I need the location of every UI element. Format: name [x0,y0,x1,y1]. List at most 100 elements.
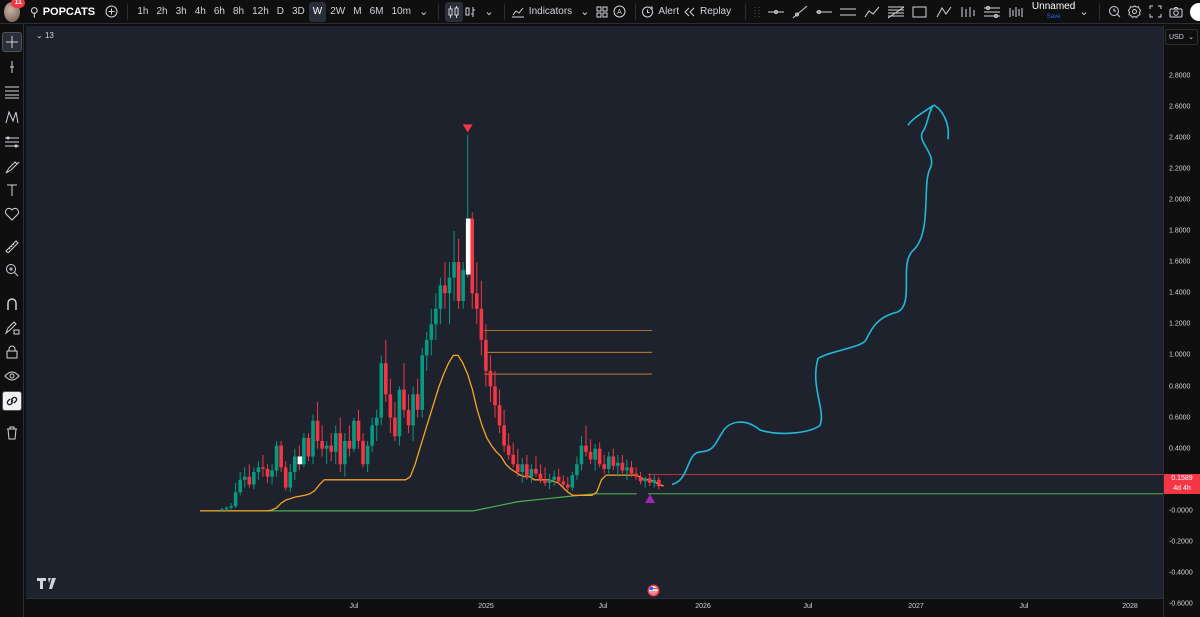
candle-body [625,467,629,471]
alert-icon [641,2,654,22]
candle-body [515,464,520,473]
interval-w[interactable]: W [308,1,327,22]
interval-1h[interactable]: 1h [137,5,149,17]
symbol-name: POPCATS [42,5,96,18]
horizontal-ray-button[interactable] [812,2,836,22]
drag-handle-button[interactable] [752,2,764,22]
candle-body [511,454,515,465]
orange-moving-average [200,354,664,512]
trend-line-button[interactable] [788,2,812,22]
parallel-lines-icon [839,8,856,15]
bars-pattern-button[interactable] [1004,2,1028,22]
interval-d[interactable]: D [276,5,284,17]
legend-toggle[interactable]: ⌄ 13 [36,31,54,40]
hide-tool[interactable] [2,366,22,386]
bar-type-button[interactable] [463,2,480,22]
left-drawing-toolbar [0,24,24,617]
chart-pane[interactable] [26,26,1163,598]
candle-body [388,394,393,418]
interval-3d[interactable]: 3D [292,5,305,17]
candle-body [384,363,388,395]
candle-body [506,445,511,455]
magnet-tool[interactable] [2,294,22,314]
interval-2h[interactable]: 2h [156,5,168,17]
abc-pattern-button[interactable] [932,2,956,22]
stay-drawing-tool[interactable] [2,318,22,338]
measure-tool[interactable] [2,236,22,256]
candle-body [224,507,229,510]
compare-symbol-button[interactable] [103,2,120,22]
prediction-tool[interactable] [2,132,22,152]
alarm-clock-icon [642,6,654,18]
divider [1098,3,1100,20]
candle-body [438,285,443,309]
candle-body [643,478,647,482]
crosshair-tool[interactable] [2,32,22,52]
chart-type-dropdown[interactable]: ⌄ [480,2,497,22]
divider [503,3,505,20]
publish-button[interactable] [1190,2,1200,21]
alert-button[interactable]: Alert [658,5,679,17]
rectangle-button[interactable] [908,2,932,22]
time-axis[interactable]: Jul 2025 Jul 2026 Jul 2027 Jul 2028 [26,598,1163,617]
time-tick-label: Jul [1019,603,1029,610]
interval-6h[interactable]: 6h [213,5,225,17]
lock-icon [6,345,18,359]
brush-tool[interactable] [2,157,22,177]
sync-drawings-tool[interactable] [2,391,22,411]
price-tick-label: -0.0000 [1169,507,1193,515]
horizontal-line-button[interactable] [764,2,788,22]
price-tick-label: 1.4000 [1169,289,1191,297]
divider [745,3,746,20]
indicators-dropdown[interactable]: ⌄ [576,2,593,22]
candle-body [311,420,315,457]
interval-10m[interactable]: 10m [391,5,411,17]
economic-event-flag-icon[interactable] [647,584,660,600]
path-button[interactable] [860,2,884,22]
icons-tool[interactable] [2,204,22,224]
currency-selector[interactable]: USD ⌄ [1165,29,1198,45]
interval-12h[interactable]: 12h [252,5,269,17]
fullscreen-button[interactable] [1147,2,1164,22]
interval-6m[interactable]: 6M [369,5,384,17]
interval-4h[interactable]: 4h [194,5,206,17]
interval-m[interactable]: M [353,5,362,17]
chart-type-candles-button[interactable] [445,1,463,22]
price-tick-label: 1.2000 [1169,320,1191,328]
zoom-tool[interactable] [2,260,22,280]
replay-button[interactable]: Replay [699,5,732,17]
long-position-button[interactable] [956,2,980,22]
layouts-button[interactable] [594,2,611,22]
layout-dropdown[interactable]: ⌄ [1075,2,1092,22]
interval-8h[interactable]: 8h [232,5,245,17]
candle-body [415,394,420,410]
price-axis[interactable] [1163,26,1200,617]
avatar[interactable]: 11 [4,0,25,22]
camera-icon [1169,6,1183,17]
interval-dropdown[interactable]: ⌄ [415,2,432,22]
layout-name-button[interactable]: Unnamed Save [1032,1,1075,22]
pattern-tool[interactable] [2,107,22,127]
interval-2w[interactable]: 2W [330,5,346,17]
quick-search-button[interactable] [1106,2,1123,22]
candle-body [616,462,620,466]
remove-drawings-tool[interactable] [2,423,22,443]
settings-button[interactable] [1126,2,1143,22]
candle-body [352,420,356,449]
lock-tool[interactable] [2,342,22,362]
fib-extension-button[interactable] [980,2,1004,22]
fib-channel-button[interactable] [884,2,908,22]
alert-a-button[interactable]: A [611,2,628,22]
snapshot-button[interactable] [1167,2,1184,22]
indicators-button[interactable]: Indicators [528,5,573,17]
trend-line-tool[interactable] [2,57,22,77]
fib-tool[interactable] [2,82,22,102]
parallel-lines-button[interactable] [836,2,860,22]
symbol-search[interactable]: ⚲ POPCATS [30,5,95,19]
text-tool[interactable] [2,180,22,200]
candle-body [652,479,657,483]
interval-3h[interactable]: 3h [175,5,187,17]
price-tick-label: 2.0000 [1169,196,1191,204]
position-icon [5,136,19,148]
candle-body [488,370,493,387]
